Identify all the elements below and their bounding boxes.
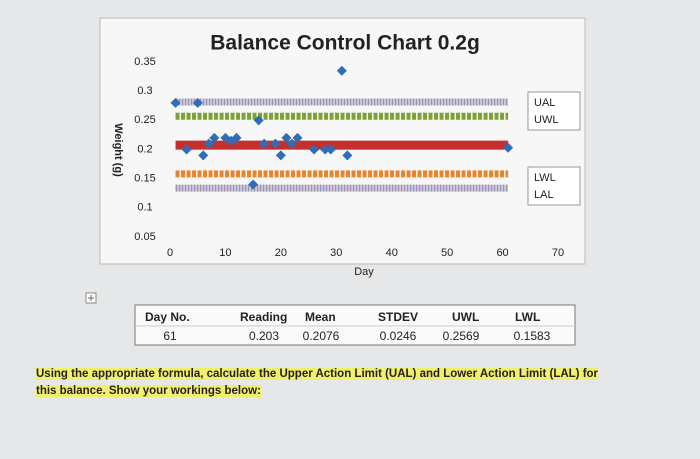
y-tick-label: 0.15 (134, 173, 155, 185)
question-text: Using the appropriate formula, calculate… (36, 368, 599, 397)
reading-point (248, 179, 259, 190)
reading-point (292, 132, 303, 143)
table-cell: 0.1583 (514, 329, 551, 343)
reading-point (275, 150, 286, 161)
reading-point (286, 138, 297, 149)
reading-point (342, 150, 353, 161)
y-tick-label: 0.25 (134, 114, 155, 126)
reading-point (253, 115, 264, 126)
y-axis-label: Weight (g) (112, 123, 124, 177)
table-header: STDEV (378, 310, 418, 324)
x-tick-label: 10 (219, 247, 231, 259)
reading-point (325, 144, 336, 155)
question: Using the appropriate formula, calculate… (36, 366, 618, 400)
x-axis-label: Day (354, 266, 374, 278)
y-tick-label: 0.3 (137, 85, 152, 97)
y-tick-label: 0.05 (134, 231, 155, 243)
move-icon (88, 295, 94, 301)
reading-point (181, 144, 192, 155)
reading-point (209, 132, 220, 143)
table-cell: 61 (163, 329, 177, 343)
legend-entry: LWL (534, 172, 556, 184)
reading-point (309, 144, 320, 155)
table-header: Mean (305, 310, 336, 324)
x-tick-label: 0 (167, 247, 173, 259)
reading-point (192, 97, 203, 108)
reading-point (231, 132, 242, 143)
legend-entry: UWL (534, 114, 558, 126)
table-header: UWL (452, 310, 479, 324)
x-tick-label: 50 (441, 247, 453, 259)
legend-entry: LAL (534, 189, 554, 201)
x-tick-label: 30 (330, 247, 342, 259)
table-header: Reading (240, 310, 287, 324)
table-cell: 0.0246 (380, 329, 417, 343)
table-box (134, 304, 576, 346)
table-header: Day No. (145, 310, 190, 324)
reading-point (336, 65, 347, 76)
x-tick-label: 60 (496, 247, 508, 259)
x-tick-label: 20 (275, 247, 287, 259)
y-tick-label: 0.35 (134, 56, 155, 68)
x-tick-label: 70 (552, 247, 564, 259)
reading-point (281, 132, 292, 143)
reading-point (270, 138, 281, 149)
reading-point (198, 150, 209, 161)
table-cell: 0.2076 (303, 329, 340, 343)
reading-point (259, 138, 270, 149)
x-tick-label: 40 (386, 247, 398, 259)
legend-box (527, 91, 581, 131)
reading-point (203, 138, 214, 149)
table-header: LWL (515, 310, 540, 324)
y-tick-label: 0.2 (137, 143, 152, 155)
table-cell: 0.2569 (443, 329, 480, 343)
table-cell: 0.203 (249, 329, 279, 343)
chart-title: Balance Control Chart 0.2g (210, 32, 480, 55)
legend-box (527, 166, 581, 206)
y-tick-label: 0.1 (137, 202, 152, 214)
legend-entry: UAL (534, 97, 555, 109)
reading-point (320, 144, 331, 155)
reading-point (503, 142, 514, 153)
reading-point (170, 97, 181, 108)
